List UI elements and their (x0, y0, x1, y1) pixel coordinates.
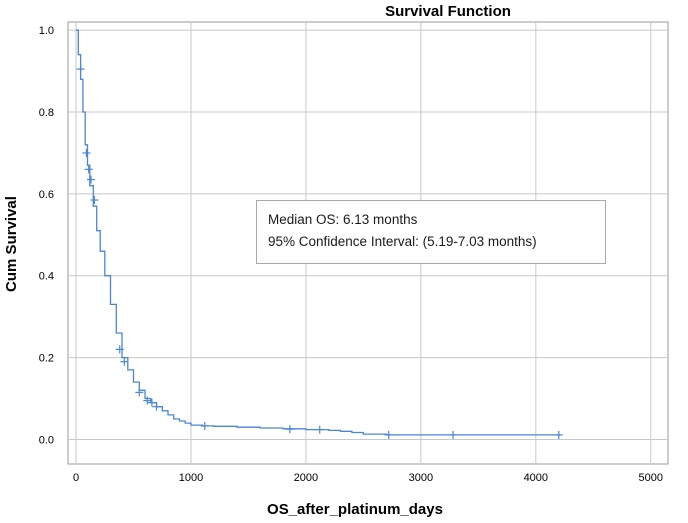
censor-mark (384, 430, 393, 439)
y-tick-label: 1.0 (39, 25, 54, 37)
censor-mark (135, 388, 144, 397)
y-tick-label: 0.8 (39, 107, 54, 119)
x-tick-label: 1000 (179, 472, 203, 484)
annotation-median-os: Median OS: 6.13 months (268, 212, 418, 227)
x-axis-label: OS_after_platinum_days (267, 501, 443, 518)
censor-mark (200, 421, 209, 430)
y-tick-label: 0.2 (39, 353, 54, 365)
x-tick-label: 5000 (639, 472, 663, 484)
censor-mark (152, 402, 161, 411)
censor-mark (115, 345, 124, 354)
censor-mark (449, 430, 458, 439)
y-tick-label: 0.4 (39, 271, 54, 283)
grid (68, 22, 668, 464)
annotation-confidence-interval: 95% Confidence Interval: (5.19-7.03 mont… (268, 234, 537, 249)
y-axis-label: Cum Survival (3, 196, 20, 292)
x-tick-label: 0 (73, 472, 79, 484)
censor-mark (76, 65, 85, 74)
ticks: 0 1000 2000 3000 4000 5000 0.0 0.2 0.4 0.6 0.8 1.0 (39, 25, 663, 484)
censor-marks (76, 65, 563, 439)
censor-mark (120, 357, 129, 366)
censor-mark (285, 425, 294, 434)
censor-mark (554, 430, 563, 439)
censor-mark (315, 425, 324, 434)
censor-mark (86, 175, 95, 184)
censor-mark (82, 148, 91, 157)
x-tick-label: 3000 (409, 472, 433, 484)
y-tick-label: 0.6 (39, 189, 54, 201)
x-tick-label: 2000 (294, 472, 318, 484)
censor-mark (90, 196, 99, 205)
censor-mark (147, 398, 156, 407)
median-os-annotation: Median OS: 6.13 months 95% Confidence In… (256, 200, 606, 264)
censor-mark (84, 165, 93, 174)
x-tick-label: 4000 (524, 472, 548, 484)
chart-title: Survival Function (385, 3, 511, 20)
y-tick-label: 0.0 (39, 434, 54, 446)
censor-mark (143, 396, 152, 405)
